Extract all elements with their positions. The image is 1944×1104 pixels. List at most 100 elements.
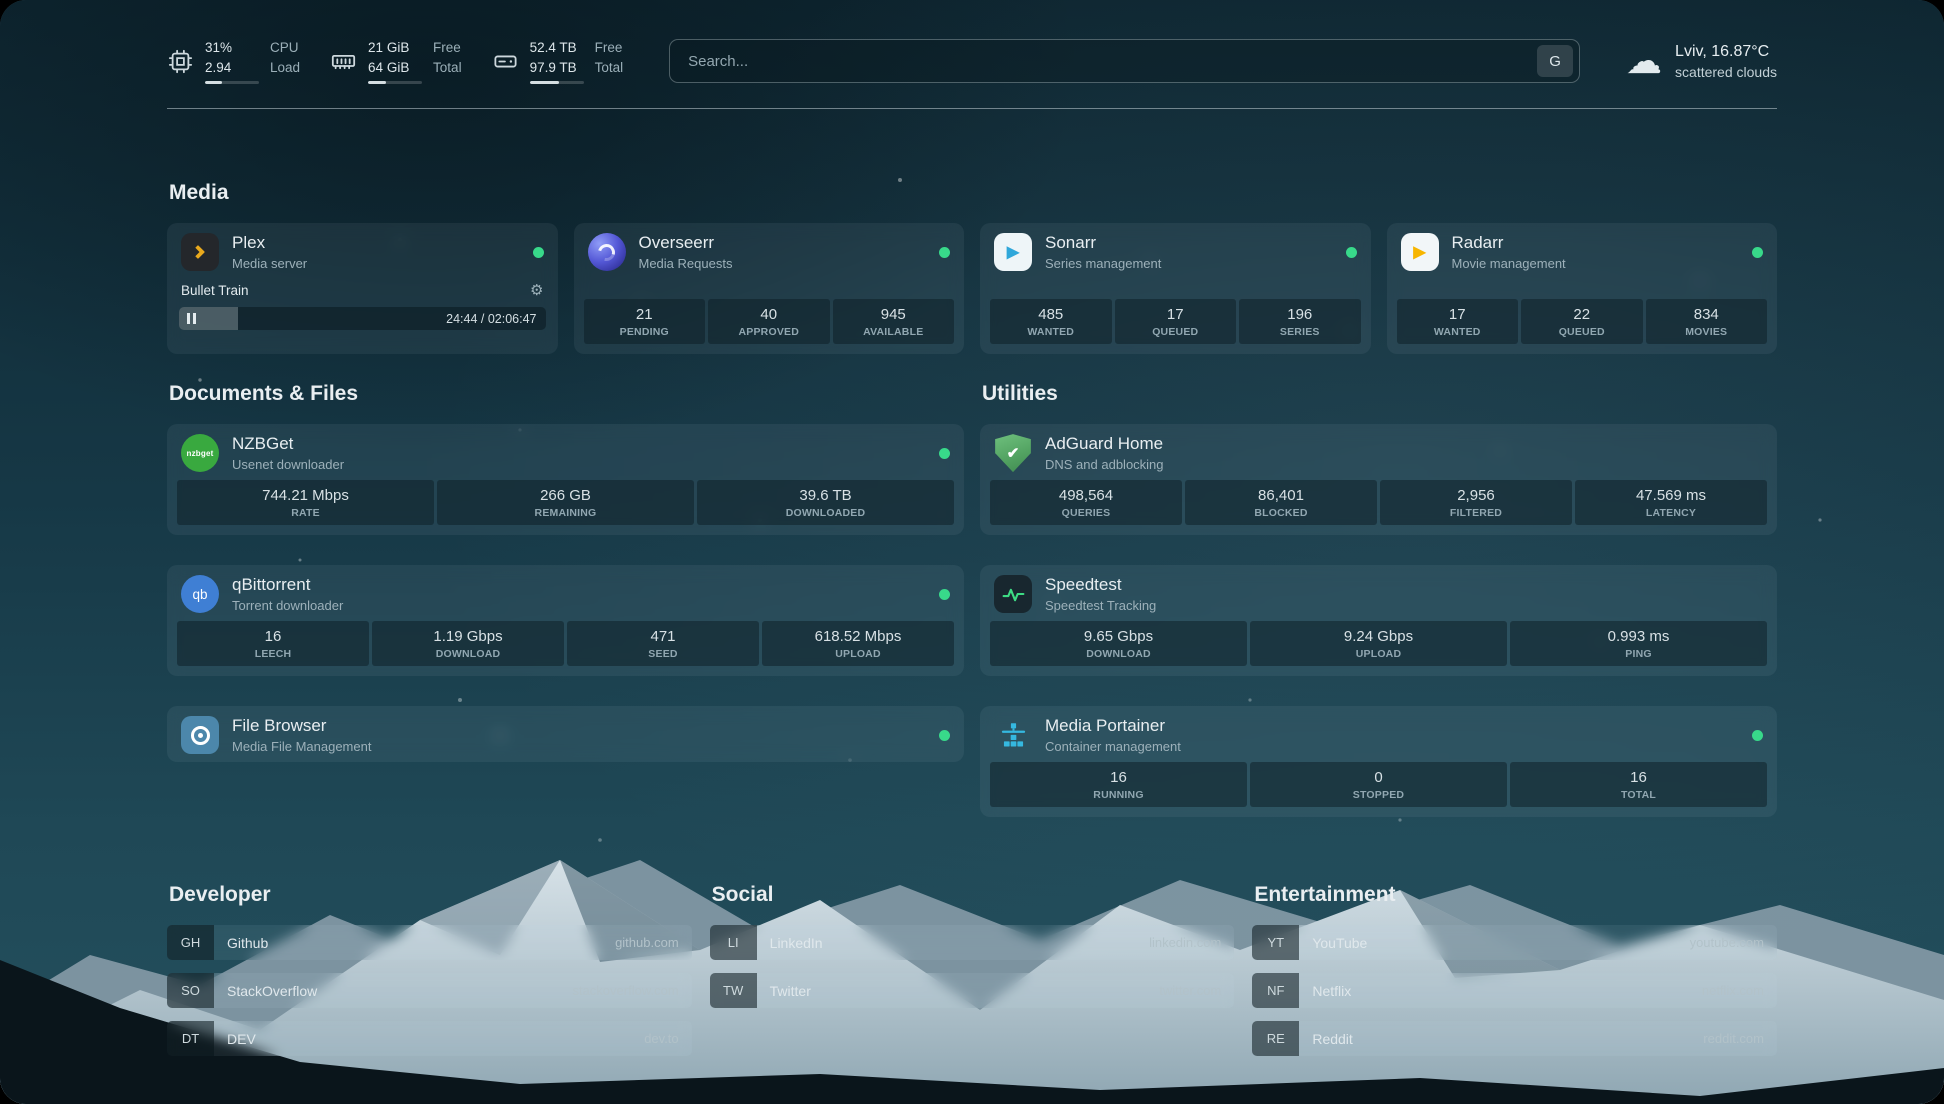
service-card-header: Speedtest Speedtest Tracking [980, 565, 1777, 621]
resource-value: 64 GiB [368, 59, 410, 75]
stat-label: STOPPED [1352, 789, 1405, 802]
service-name: Sonarr [1045, 233, 1097, 253]
stat-label: MOVIES [1685, 326, 1728, 339]
resource-widgets: 31% 2.94 CPU Load 21 GiB 64 GiB Free Total 52.4 … [167, 38, 624, 85]
stat-value: 196 [1287, 306, 1313, 324]
playback-progress-bar[interactable]: 24:44 / 02:06:47 [179, 307, 546, 331]
header-divider [167, 108, 1777, 110]
playback-progress-fill [179, 307, 238, 331]
status-dot [532, 246, 544, 258]
search-input[interactable] [686, 51, 1538, 71]
stat-value: 40 [760, 306, 778, 324]
bookmark-label: Github [227, 934, 269, 951]
service-card-speedtest[interactable]: Speedtest Speedtest Tracking 9.65 Gbps DOWN… [980, 565, 1777, 677]
service-card-header: nzbget NZBGet Usenet downloader [167, 424, 964, 480]
stat-block-leech: 16 LEECH [177, 621, 369, 667]
service-stats: 498,564 QUERIES 86,401 BLOCKED 2,956 FILTERED… [990, 480, 1767, 526]
service-names: Radarr Movie management [1452, 233, 1566, 271]
service-card-qbittorrent[interactable]: qb qBittorrent Torrent downloader 16 LEECH 1.… [167, 565, 964, 677]
adguard-icon: ✔ [994, 434, 1032, 473]
bookmark-dev[interactable]: DT DEV dev.to [167, 1021, 692, 1057]
stat-block-download: 1.19 Gbps DOWNLOAD [372, 621, 564, 667]
qbittorrent-icon: qb [181, 575, 219, 614]
bookmark-twitter[interactable]: TW Twitter twitter.com [709, 973, 1235, 1009]
stat-block-ping: 0.993 ms PING [1510, 621, 1767, 667]
stat-block-wanted: 17 WANTED [1396, 299, 1518, 345]
service-card-adguard-home[interactable]: ✔ AdGuard Home DNS and adblocking 498,564 QU… [980, 424, 1777, 536]
stat-label: WANTED [1433, 326, 1481, 339]
pause-icon[interactable] [187, 313, 196, 325]
service-card-radarr[interactable]: ▶ Radarr Movie management 17 WANTED 22 QUEUED 8… [1386, 223, 1777, 355]
playback-time: 24:44 / 02:06:47 [446, 311, 537, 326]
bookmark-group-entertainment: Entertainment YT YouTube youtube.com NF Netfl… [1252, 883, 1777, 1057]
service-card-header: Plex Media server [167, 223, 558, 279]
section-title-utilities: Utilities [982, 382, 1058, 406]
service-card-media-portainer[interactable]: Media Portainer Container management 16 RUN… [980, 706, 1777, 818]
service-card-sonarr[interactable]: ▶ Sonarr Series management 485 WANTED 17 QUEUE… [980, 223, 1371, 355]
stat-label: PENDING [619, 326, 669, 339]
bookmark-linkedin[interactable]: LI LinkedIn linkedin.com [709, 925, 1235, 961]
service-stats: 9.65 Gbps DOWNLOAD 9.24 Gbps UPLOAD 0.993 ms… [990, 621, 1767, 667]
search-provider-button[interactable]: G [1537, 45, 1574, 78]
stat-block-stopped: 0 STOPPED [1250, 762, 1507, 808]
service-names: Media Portainer Container management [1045, 716, 1181, 754]
section-documents-files: Documents & Files nzbget NZBGet Usenet dow… [167, 382, 964, 763]
stat-label: LEECH [254, 648, 292, 661]
service-subtitle: Speedtest Tracking [1045, 598, 1157, 614]
stat-label: RUNNING [1093, 789, 1144, 802]
bookmark-abbr: RE [1252, 1021, 1300, 1057]
stat-value: 744.21 Mbps [262, 487, 349, 505]
service-names: Sonarr Series management [1045, 233, 1161, 271]
stat-value: 0.993 ms [1607, 628, 1670, 646]
service-stats: 16 LEECH 1.19 Gbps DOWNLOAD 471 SEED 618.52 Mb… [177, 621, 954, 667]
stat-label: WANTED [1027, 326, 1075, 339]
bookmark-url: github.com [615, 935, 679, 951]
resource-labels: Free Total [433, 38, 462, 84]
service-names: Overseerr Media Requests [639, 233, 733, 271]
bookmark-url: twitter.com [1159, 983, 1222, 999]
bookmark-youtube[interactable]: YT YouTube youtube.com [1252, 925, 1777, 961]
stat-block-queries: 498,564 QUERIES [990, 480, 1182, 526]
stat-value: 39.6 TB [799, 487, 852, 505]
resource-labels: CPU Load [270, 38, 300, 84]
stat-block-remaining: 266 GB REMAINING [437, 480, 694, 526]
documents-cards: nzbget NZBGet Usenet downloader 744.21 Mbps… [167, 424, 964, 763]
service-card-plex[interactable]: Plex Media server Bullet Train ⚙ 24:44 / 02:… [167, 223, 558, 355]
status-dot [1752, 246, 1763, 258]
resource-label: Total [594, 59, 624, 75]
service-stats: 21 PENDING 40 APPROVED 945 AVAILABLE [583, 299, 954, 345]
bookmark-netflix[interactable]: NF Netflix netflix.com [1252, 973, 1777, 1009]
service-names: File Browser Media File Management [232, 716, 371, 754]
service-card-nzbget[interactable]: nzbget NZBGet Usenet downloader 744.21 Mbps… [167, 424, 964, 536]
service-card-file-browser[interactable]: File Browser Media File Management [167, 706, 964, 763]
settings-gear-icon[interactable]: ⚙ [530, 282, 544, 300]
stat-value: 22 [1573, 306, 1591, 324]
resource-label: Total [433, 59, 462, 75]
stat-block-upload: 9.24 Gbps UPLOAD [1250, 621, 1507, 667]
service-card-header: ✔ AdGuard Home DNS and adblocking [980, 424, 1777, 480]
bookmark-stackoverflow[interactable]: SO StackOverflow stackoverflow.com [167, 973, 692, 1009]
stat-block-filtered: 2,956 FILTERED [1380, 480, 1572, 526]
stat-value: 945 [880, 306, 906, 324]
stat-value: 498,564 [1058, 487, 1114, 505]
service-names: Plex Media server [232, 233, 307, 271]
service-card-overseerr[interactable]: Overseerr Media Requests 21 PENDING 40 APPROV… [573, 223, 964, 355]
bookmark-github[interactable]: GH Github github.com [167, 925, 692, 961]
resource-usage-bar [205, 81, 259, 85]
bookmark-url: netflix.com [1701, 983, 1764, 999]
stat-value: 618.52 Mbps [814, 628, 902, 646]
bookmark-reddit[interactable]: RE Reddit reddit.com [1252, 1021, 1777, 1057]
weather-widget[interactable]: ☁ Lviv, 16.87°C scattered clouds [1626, 43, 1777, 80]
service-stats: 16 RUNNING 0 STOPPED 16 TOTAL [990, 762, 1767, 808]
filebrowser-icon [181, 716, 219, 755]
bookmark-url: reddit.com [1703, 1031, 1764, 1047]
bookmark-groups: Developer GH Github github.com SO StackOverfl… [167, 883, 1777, 1096]
stat-block-latency: 47.569 ms LATENCY [1575, 480, 1767, 526]
search-bar[interactable]: G [669, 39, 1581, 84]
stat-value: 471 [650, 628, 676, 646]
stat-label: SERIES [1279, 326, 1320, 339]
section-title-media: Media [169, 181, 229, 205]
service-name: Speedtest [1045, 575, 1122, 595]
stat-block-series: 196 SERIES [1239, 299, 1361, 345]
stat-value: 16 [264, 628, 282, 646]
